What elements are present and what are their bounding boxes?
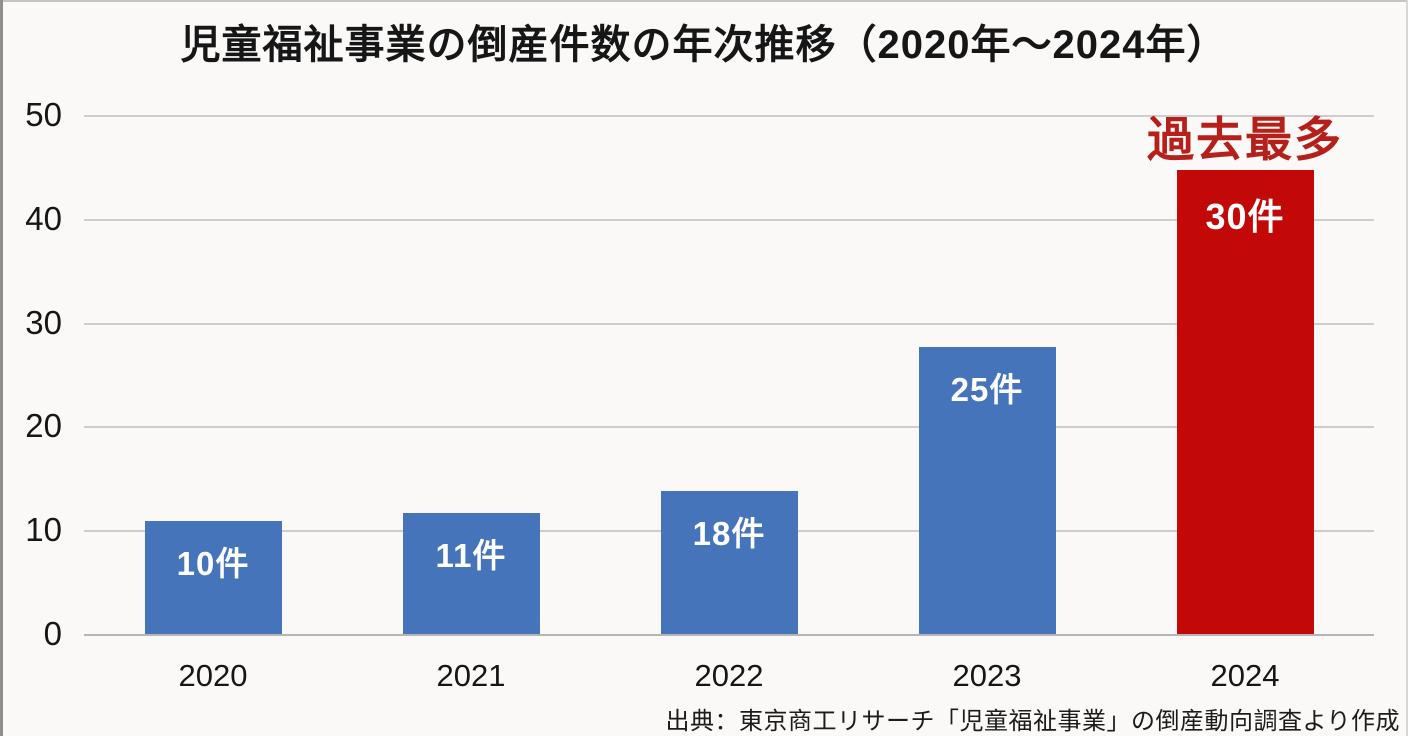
y-axis-tick-label-0: 0 (43, 615, 62, 652)
top-edge-line (0, 0, 1408, 2)
bar-value-label-2021: 11件 (435, 536, 507, 574)
y-axis-tick-label-20: 20 (25, 407, 62, 445)
bar-2022: 18件 (660, 490, 798, 635)
y-axis-tick-label-50: 50 (25, 96, 62, 133)
y-axis-tick-label-10: 10 (25, 511, 62, 549)
gridline-30 (84, 322, 1374, 325)
x-axis-label-2024: 2024 (1210, 658, 1280, 693)
bar-value-label-2020: 10件 (176, 544, 250, 582)
x-axis-label-2022: 2022 (694, 658, 764, 693)
right-edge-line (1406, 0, 1408, 736)
x-axis-label-2020: 2020 (178, 658, 248, 693)
bar-2024: 30件 (1176, 169, 1314, 635)
x-axis-label-2023: 2023 (952, 658, 1022, 693)
left-edge-line (0, 0, 3, 736)
chart-title: 児童福祉事業の倒産件数の年次推移（2020年〜2024年） (180, 23, 1228, 67)
bar-value-label-2023: 25件 (950, 371, 1024, 409)
gridline-50 (84, 115, 1374, 117)
gridline-20 (84, 426, 1374, 429)
bar-value-label-2022: 18件 (692, 514, 766, 552)
source-credit: 出典：東京商工リサーチ「児童福祉事業」の倒産動向調査より作成 (665, 708, 1400, 735)
y-axis-tick-label-40: 40 (25, 199, 62, 237)
x-axis-baseline (84, 634, 1374, 636)
x-axis-label-2021: 2021 (436, 658, 506, 693)
record-high-annotation: 過去最多 (1147, 113, 1343, 166)
y-axis-tick-label-30: 30 (25, 303, 62, 341)
bar-2020: 10件 (144, 520, 282, 635)
bar-2023: 25件 (918, 347, 1056, 635)
gridline-40 (84, 218, 1374, 221)
bar-2021: 11件 (402, 512, 540, 635)
bar-value-label-2024: 30件 (1205, 195, 1285, 237)
